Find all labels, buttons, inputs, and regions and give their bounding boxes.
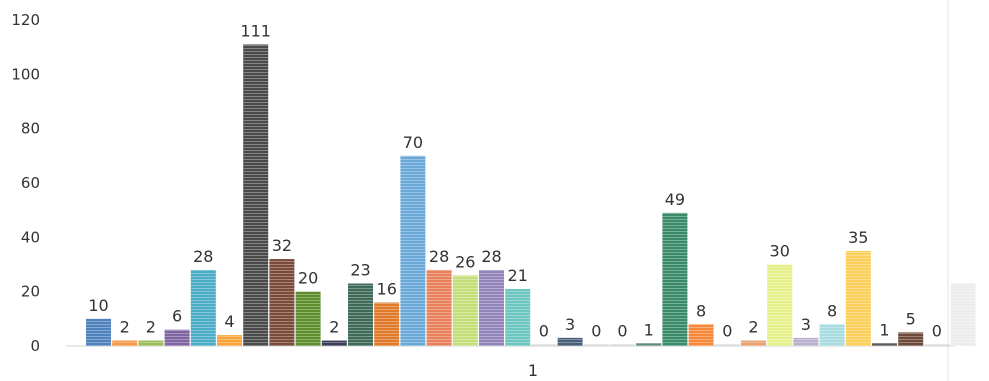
bar-texture: [190, 269, 216, 346]
y-tick-label: 0: [30, 337, 40, 355]
data-label: 2: [329, 318, 339, 337]
data-label: 0: [722, 322, 732, 341]
bar-texture: [479, 269, 504, 346]
bar-texture: [138, 340, 164, 346]
bar-texture: [321, 340, 347, 346]
data-label: 10: [88, 296, 108, 315]
category-label: 1: [528, 361, 538, 380]
data-label: 1: [879, 320, 889, 339]
bar-texture: [793, 337, 819, 346]
bar-texture: [400, 155, 426, 346]
data-label: 70: [403, 133, 423, 152]
data-label: 21: [508, 266, 528, 285]
bar-texture: [714, 344, 740, 346]
bar-texture: [767, 264, 793, 346]
bar-texture: [426, 269, 452, 346]
bar-texture: [86, 318, 111, 346]
bar-texture: [243, 44, 269, 346]
data-label: 3: [565, 315, 575, 334]
data-label: 0: [539, 322, 549, 341]
bar-texture: [898, 332, 924, 346]
bar-texture: [872, 343, 897, 346]
y-tick-label: 20: [21, 283, 40, 301]
bar-texture: [845, 250, 871, 346]
data-label: 0: [617, 322, 627, 341]
data-label: 32: [272, 236, 292, 255]
bar-texture: [269, 259, 295, 346]
y-tick-label: 100: [11, 65, 40, 83]
bar-texture: [819, 324, 845, 346]
y-tick-label: 40: [21, 228, 40, 246]
y-tick-label: 80: [21, 120, 40, 138]
data-label: 8: [696, 301, 706, 320]
bar-texture: [505, 288, 531, 346]
data-label: 30: [770, 242, 790, 261]
data-label: 4: [224, 312, 234, 331]
bar-texture: [583, 344, 609, 346]
data-label: 16: [377, 280, 397, 299]
bar-texture: [348, 283, 373, 346]
bar-texture: [636, 343, 662, 346]
data-label: 2: [120, 318, 130, 337]
data-label: 3: [801, 315, 811, 334]
bar-texture: [950, 283, 976, 346]
data-label: 35: [848, 228, 868, 247]
bar-texture: [741, 340, 766, 346]
data-label: 2: [748, 318, 758, 337]
data-label: 5: [906, 309, 916, 328]
data-label: 26: [455, 252, 475, 271]
data-label: 28: [193, 247, 213, 266]
bar-texture: [295, 291, 321, 346]
bar-texture: [531, 344, 557, 346]
data-label: 20: [298, 269, 318, 288]
data-label: 23: [350, 261, 370, 280]
data-label: 6: [172, 307, 182, 326]
data-label: 28: [481, 247, 501, 266]
y-tick-label: 60: [21, 174, 40, 192]
bar-texture: [452, 275, 478, 346]
data-label: 1: [644, 320, 654, 339]
data-label: 49: [665, 190, 685, 209]
data-label: 28: [429, 247, 449, 266]
data-label: 0: [932, 322, 942, 341]
data-label: 0: [591, 322, 601, 341]
data-label: 2: [146, 318, 156, 337]
bar-texture: [924, 344, 950, 346]
bar-texture: [688, 324, 714, 346]
bar-texture: [662, 212, 688, 346]
bar-texture: [374, 302, 400, 346]
bar-texture: [557, 337, 583, 346]
y-tick-label: 120: [11, 11, 40, 29]
data-label: 111: [240, 21, 271, 40]
data-label: 8: [827, 301, 837, 320]
bar-texture: [112, 340, 138, 346]
bar-texture: [164, 329, 190, 346]
bar-texture: [610, 344, 635, 346]
bar-texture: [217, 335, 242, 346]
